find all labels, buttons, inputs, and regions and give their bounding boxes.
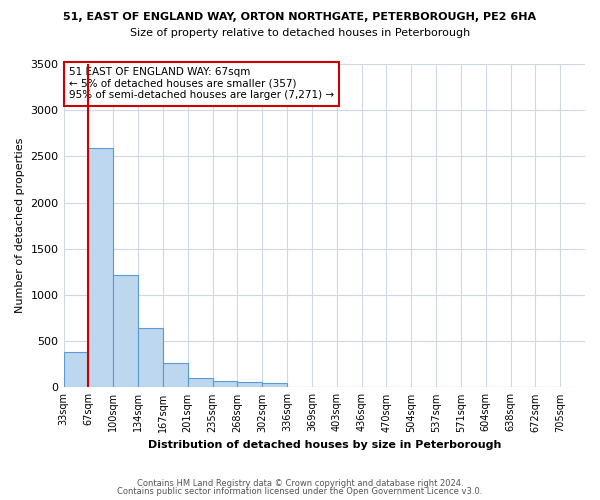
Bar: [212, 381, 238, 388]
Y-axis label: Number of detached properties: Number of detached properties: [15, 138, 25, 314]
Bar: [88, 148, 113, 388]
Bar: [64, 352, 88, 388]
Bar: [163, 364, 188, 388]
Bar: [238, 382, 262, 388]
Bar: [138, 328, 163, 388]
Text: Size of property relative to detached houses in Peterborough: Size of property relative to detached ho…: [130, 28, 470, 38]
Bar: [188, 378, 212, 388]
Text: 51, EAST OF ENGLAND WAY, ORTON NORTHGATE, PETERBOROUGH, PE2 6HA: 51, EAST OF ENGLAND WAY, ORTON NORTHGATE…: [64, 12, 536, 22]
Text: 51 EAST OF ENGLAND WAY: 67sqm
← 5% of detached houses are smaller (357)
95% of s: 51 EAST OF ENGLAND WAY: 67sqm ← 5% of de…: [69, 67, 334, 100]
X-axis label: Distribution of detached houses by size in Peterborough: Distribution of detached houses by size …: [148, 440, 501, 450]
Bar: [262, 383, 287, 388]
Bar: [113, 274, 138, 388]
Text: Contains public sector information licensed under the Open Government Licence v3: Contains public sector information licen…: [118, 487, 482, 496]
Text: Contains HM Land Registry data © Crown copyright and database right 2024.: Contains HM Land Registry data © Crown c…: [137, 478, 463, 488]
